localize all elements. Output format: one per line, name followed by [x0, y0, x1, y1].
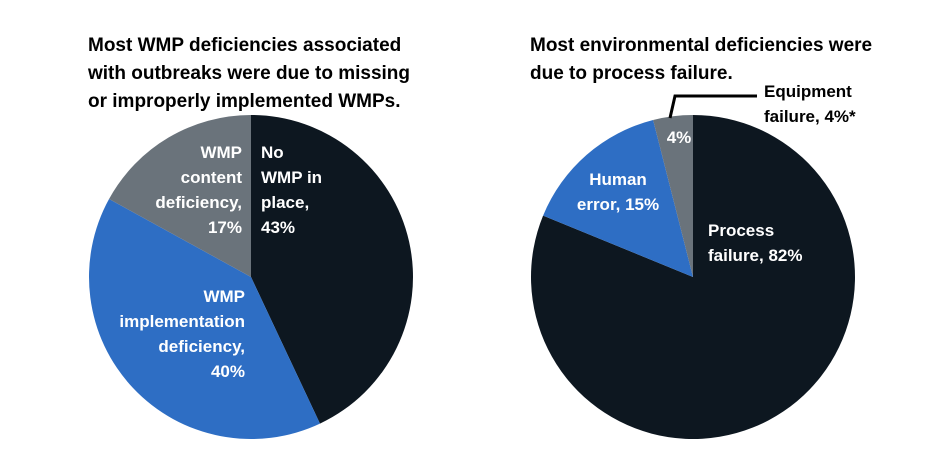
pie-slice-no-wmp-in-place — [251, 115, 413, 424]
slice-label-line: error, 15% — [577, 195, 659, 214]
callout-label-line: failure, 4%* — [764, 107, 856, 126]
slice-label-line: deficiency, — [158, 337, 245, 356]
slice-label-line: WMP — [200, 143, 242, 162]
slice-label-line: Human — [589, 170, 647, 189]
pie-chart-svg: No WMP in place, 43% WMP implementation defici… — [89, 115, 413, 439]
slice-label-no-wmp-in-place: No WMP in place, 43% — [261, 143, 322, 237]
chart-title: Most WMP deficiencies associated with ou… — [88, 35, 411, 112]
pie-slice-equipment-failure — [653, 115, 693, 277]
slice-label-wmp-implementation-deficiency: WMP implementation deficiency, 40% — [119, 287, 245, 381]
pie-chart-svg: Process failure, 82% Human error, 15% 4% Equi… — [530, 82, 856, 439]
pie-slice-wmp-content-deficiency — [109, 115, 251, 277]
slice-label-line: No — [261, 143, 284, 162]
slice-label-process-failure: Process failure, 82% — [708, 221, 803, 265]
slice-label-line: 17% — [208, 218, 242, 237]
pie-slice-wmp-implementation-deficiency — [89, 198, 320, 439]
callout-label: Equipment failure, 4%* — [764, 82, 856, 126]
slice-label-line: Process — [708, 221, 774, 240]
callout-label-line: Equipment — [764, 82, 852, 101]
pie-slice-human-error — [543, 119, 693, 278]
pie-chart-wmp-deficiencies: Most WMP deficiencies associated with ou… — [88, 35, 413, 439]
slice-label-line: WMP in — [261, 168, 322, 187]
pie-chart-environmental-deficiencies: Most environmental deficiencies were due… — [470, 0, 940, 459]
slice-label-wmp-content-deficiency: WMP content deficiency, 17% — [155, 143, 242, 237]
slice-label-line: WMP — [203, 287, 245, 306]
slice-label-line: failure, 82% — [708, 246, 803, 265]
slice-label-line: place, — [261, 193, 309, 212]
slice-label-human-error: Human error, 15% — [577, 170, 659, 214]
callout-leader-line — [668, 94, 757, 119]
slice-label-line: implementation — [119, 312, 245, 331]
pie-slice-process-failure — [530, 115, 855, 439]
slice-label-equipment-failure: 4% — [667, 128, 692, 147]
slice-label-line: content — [181, 168, 243, 187]
chart-title: Most environmental deficiencies were due… — [530, 35, 873, 84]
slice-label-line: 43% — [261, 218, 295, 237]
slice-label-line: deficiency, — [155, 193, 242, 212]
slice-label-line: 40% — [211, 362, 245, 381]
slice-label-line: 4% — [667, 128, 692, 147]
